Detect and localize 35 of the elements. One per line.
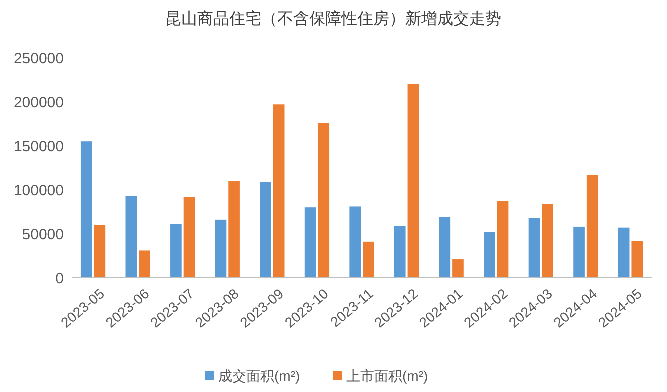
legend-label: 上市面积(m²) (346, 368, 428, 384)
bar (126, 196, 138, 278)
bar (484, 232, 496, 278)
legend-label: 成交面积(m²) (218, 368, 300, 384)
bar (618, 228, 630, 278)
y-tick-label: 100000 (14, 182, 64, 200)
bar (586, 175, 598, 278)
y-tick-label: 50000 (22, 226, 64, 244)
bar (574, 226, 585, 278)
bar (363, 242, 374, 278)
bar (528, 218, 540, 278)
bar (139, 250, 150, 278)
bar (304, 208, 316, 278)
bar (394, 226, 406, 278)
bar (497, 201, 509, 278)
bar (215, 220, 227, 278)
bar (184, 197, 196, 278)
y-tick-label: 250000 (14, 50, 64, 68)
bar (408, 84, 420, 278)
bar (170, 224, 182, 278)
bar (439, 217, 451, 278)
y-tick-label: 0 (56, 270, 64, 288)
bar (542, 204, 554, 278)
bar (228, 181, 240, 278)
bar (350, 206, 361, 278)
bar (273, 104, 285, 278)
bar (632, 241, 644, 278)
bar (80, 142, 92, 278)
chart-title: 昆山商品住宅（不含保障性住房）新增成交走势 (166, 10, 502, 28)
bar (260, 182, 272, 278)
bar (94, 225, 106, 278)
bar (318, 123, 330, 278)
y-tick-label: 200000 (14, 94, 64, 112)
y-tick-label: 150000 (14, 138, 64, 156)
bar (452, 260, 464, 278)
